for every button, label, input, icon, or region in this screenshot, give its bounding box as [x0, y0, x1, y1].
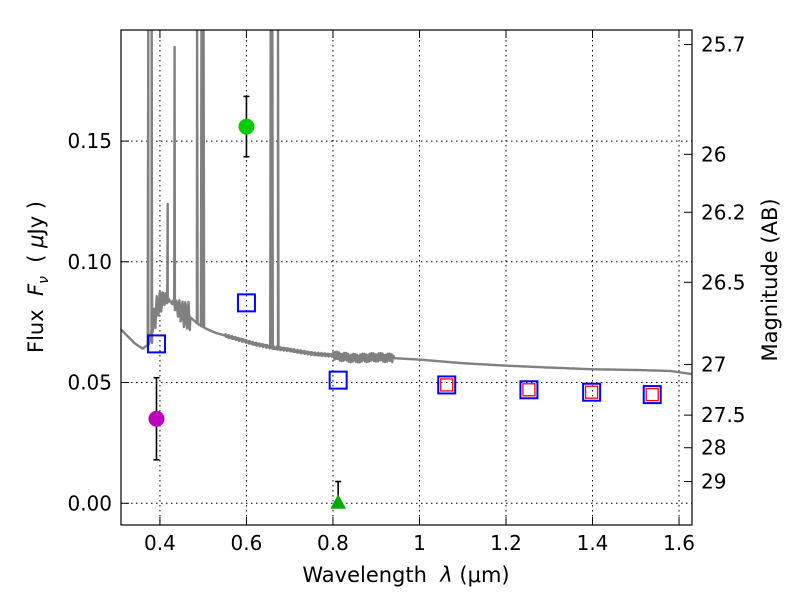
y-tick-label: 0.15	[67, 129, 112, 153]
model-point	[642, 385, 662, 405]
magnitude-tick-label: 26.5	[701, 270, 746, 294]
spectrum-line	[121, 30, 692, 376]
grid	[121, 30, 692, 525]
x-tick-label: 0.4	[144, 531, 176, 555]
x-tick-label: 1.6	[663, 531, 695, 555]
x-tick-label: 1.2	[490, 531, 522, 555]
plot-frame	[120, 29, 693, 526]
x-tick-label: 0.6	[231, 531, 263, 555]
magnitude-tick-label: 28	[701, 436, 726, 460]
y-axis-right-label: Magnitude (AB)	[758, 198, 782, 361]
model-point	[519, 380, 539, 400]
x-axis-label: Wavelength λ (μm)	[302, 563, 509, 587]
magnitude-tick-label: 26	[701, 142, 726, 166]
photometry-point	[238, 118, 255, 135]
photometry-point	[148, 410, 165, 427]
magnitude-tick-label: 29	[701, 470, 726, 494]
y-tick-label: 0.05	[67, 371, 112, 395]
model-point	[582, 382, 602, 402]
y-tick-label: 0.00	[67, 491, 112, 515]
nir-point	[645, 387, 659, 402]
model-point	[146, 334, 166, 354]
nir-point	[522, 383, 536, 397]
template-spectrum	[121, 30, 692, 376]
photometry-points	[146, 95, 662, 509]
magnitude-tick-label: 27	[701, 352, 726, 376]
upper-limit-marker	[330, 494, 346, 509]
axis-ticks: 0.4 0.6 0.8 1 1.2 1.4 1.6 0.00 0.05 0.10 0.15 25.7 2…	[67, 30, 746, 555]
y-tick-label: 0.10	[67, 250, 112, 274]
magnitude-tick-label: 25.7	[701, 32, 746, 56]
model-point	[328, 370, 348, 390]
model-point	[236, 293, 256, 313]
plot-area	[121, 30, 692, 525]
x-tick-label: 1	[413, 531, 426, 555]
x-tick-label: 0.8	[317, 531, 349, 555]
nir-point	[440, 378, 454, 392]
model-point	[437, 375, 457, 395]
magnitude-tick-label: 27.5	[701, 403, 746, 427]
y-axis-label: Flux Fν ( μJy )	[24, 201, 52, 353]
nir-point	[584, 385, 599, 399]
x-tick-label: 1.4	[577, 531, 609, 555]
magnitude-tick-label: 26.2	[701, 200, 746, 224]
